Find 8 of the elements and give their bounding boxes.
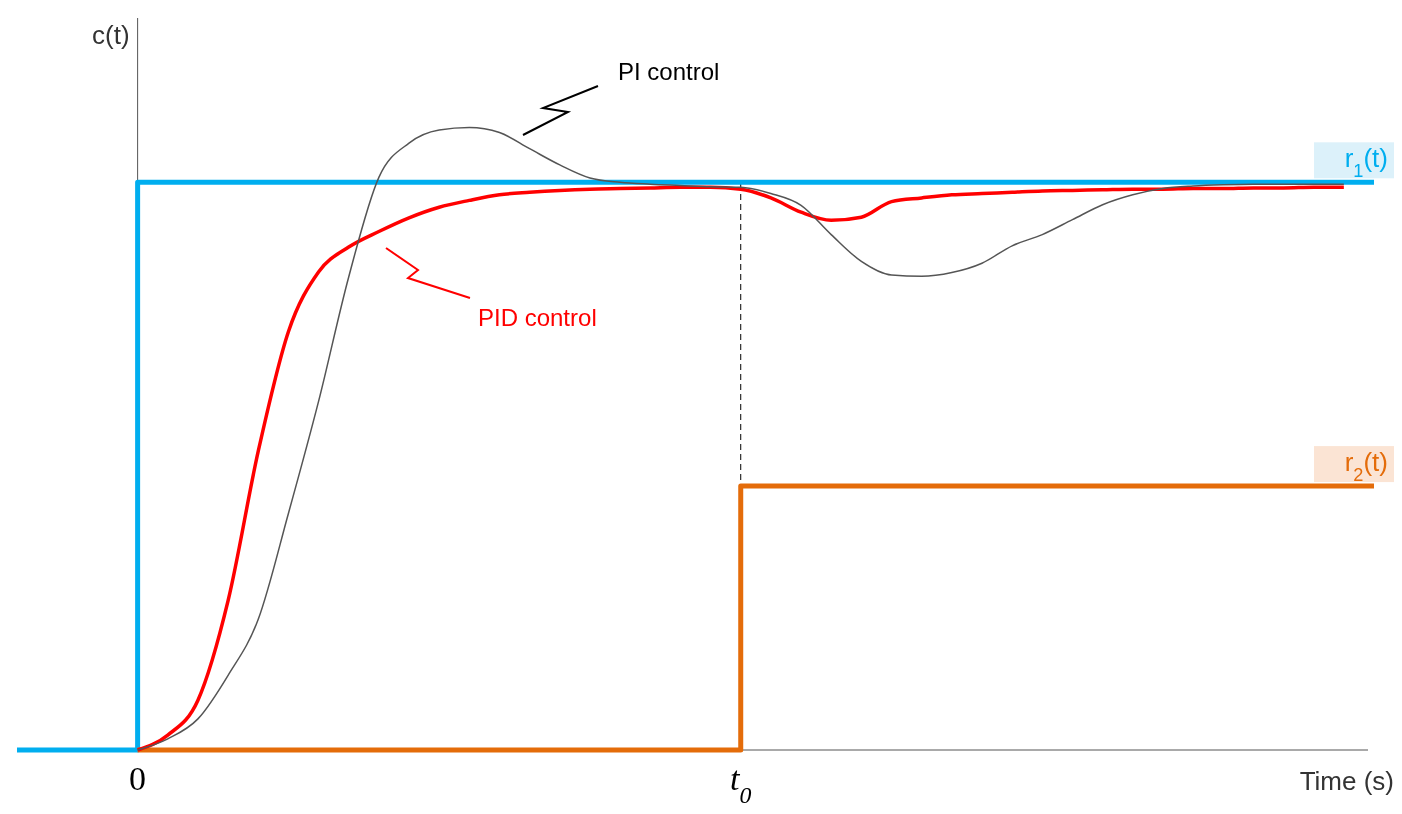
y-axis-title: c(t) (92, 20, 130, 50)
text: PID control (478, 304, 597, 331)
x-tick-label: t$_{0}$ (730, 760, 752, 808)
series-label: r$_{1}$(t) (1344, 143, 1388, 182)
x-axis-title: Time (s) (1299, 766, 1394, 796)
x-tick-label: 0 (129, 760, 147, 797)
text: PI control (618, 58, 720, 85)
series-label: r$_{2}$(t) (1344, 447, 1388, 486)
